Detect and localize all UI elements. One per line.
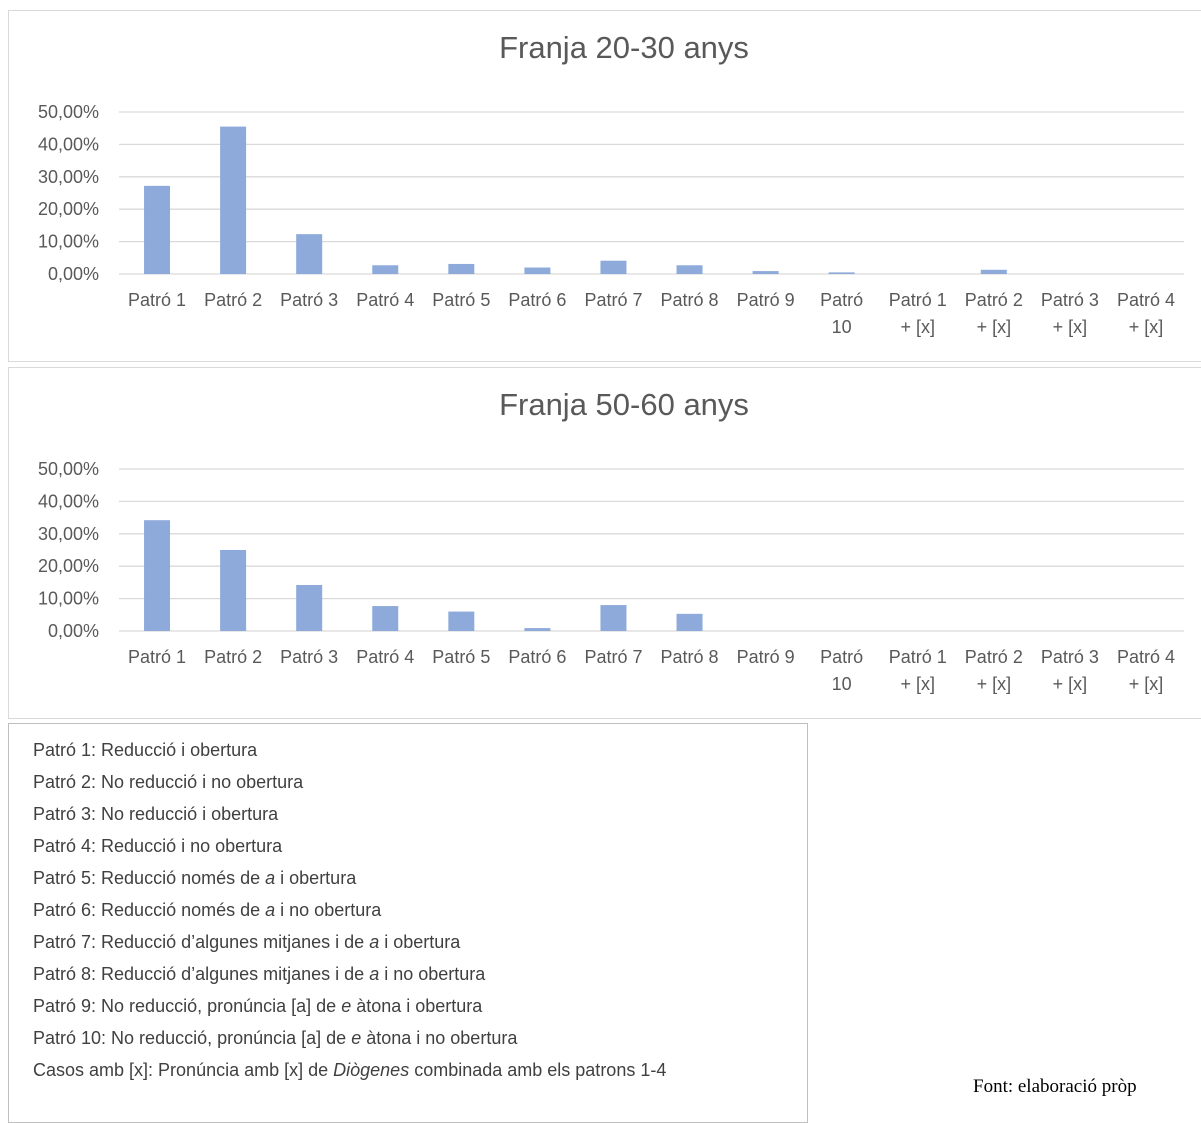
legend-line-1: Patró 1: Reducció i obertura [33,740,258,760]
bar-50-60-1 [144,520,171,631]
x-tick-label: Patró 8 [661,647,719,667]
pattern-legend-box: Patró 1: Reducció i obertura Patró 2: No … [8,723,808,1123]
x-tick-label: Patró 5 [432,290,490,310]
y-tick-label: 20,00% [38,199,99,219]
legend-line-9: Patró 9: No reducció, pronúncia [a] de e… [33,996,483,1016]
x-tick-label: Patró 6 [508,290,566,310]
bar-20-30-4 [372,265,399,274]
chart-title: Franja 50-60 anys [499,387,749,422]
legend-line-4: Patró 4: Reducció i no obertura [33,836,283,856]
bar-chart-20-30: Franja 20-30 anys 0,00% 10,00% 20,00% 30,00%… [38,30,1184,337]
legend-line-2: Patró 2: No reducció i no obertura [33,772,304,792]
x-tick-label: Patró 1 [128,290,186,310]
y-tick-label: 30,00% [38,167,99,187]
bar-50-60-6 [524,628,551,631]
bar-50-60-2 [220,550,247,631]
x-tick-label: Patró 4 + [x] [1117,290,1175,337]
chart-title: Franja 20-30 anys [499,30,749,65]
x-tick-label: Patró 7 [584,290,642,310]
x-tick-label: Patró 1 + [x] [889,290,947,337]
x-tick-label: Patró 2 [204,647,262,667]
bar-50-60-7 [600,605,627,631]
x-tick-label: Patró 1 [128,647,186,667]
legend-line-10: Patró 10: No reducció, pronúncia [a] de … [33,1028,518,1048]
y-tick-label: 30,00% [38,524,99,544]
x-tick-label: Patró 2 + [x] [965,290,1023,337]
x-tick-label: Patró 4 + [x] [1117,647,1175,694]
legend-line-3: Patró 3: No reducció i obertura [33,804,279,824]
y-tick-label: 40,00% [38,491,99,511]
y-tick-label: 0,00% [48,621,99,641]
x-tick-label: Patró 2 + [x] [965,647,1023,694]
y-tick-label: 40,00% [38,134,99,154]
legend-line-11: Casos amb [x]: Pronúncia amb [x] de Diòg… [33,1060,667,1080]
bar-20-30-6 [524,267,551,274]
x-tick-label: Patró 3 [280,290,338,310]
legend-line-8: Patró 8: Reducció d’algunes mitjanes i d… [33,964,486,984]
x-tick-label: Patró 3 + [x] [1041,290,1099,337]
y-tick-label: 10,00% [38,232,99,252]
bar-20-30-3 [296,234,323,274]
x-tick-label: Patró 6 [508,647,566,667]
y-tick-label: 50,00% [38,102,99,122]
x-tick-label: Patró 10 [820,290,863,337]
bar-50-60-5 [448,611,475,631]
x-tick-label: Patró 1 + [x] [889,647,947,694]
bar-20-30-12 [980,269,1007,274]
bar-20-30-1 [144,185,171,274]
y-tick-label: 50,00% [38,459,99,479]
y-tick-label: 10,00% [38,589,99,609]
x-tick-label: Patró 9 [737,290,795,310]
chart-panel-20-30: Franja 20-30 anys 0,00% 10,00% 20,00% 30,00%… [8,10,1201,362]
chart-panel-50-60: Franja 50-60 anys 0,00% 10,00% 20,00% 30,00%… [8,367,1201,719]
legend-line-7: Patró 7: Reducció d’algunes mitjanes i d… [33,932,461,952]
bar-20-30-9 [752,271,779,274]
x-tick-label: Patró 8 [661,290,719,310]
bar-50-60-4 [372,606,399,631]
bar-chart-50-60: Franja 50-60 anys 0,00% 10,00% 20,00% 30,00%… [38,387,1184,694]
bar-20-30-8 [676,265,703,274]
x-tick-label: Patró 7 [584,647,642,667]
x-tick-label: Patró 9 [737,647,795,667]
x-tick-label: Patró 3 + [x] [1041,647,1099,694]
bar-20-30-5 [448,263,475,274]
x-tick-label: Patró 3 [280,647,338,667]
bar-20-30-7 [600,260,627,274]
legend-line-5: Patró 5: Reducció només de a i obertura [33,868,357,888]
bar-20-30-10 [828,272,855,274]
pattern-legend-list: Patró 1: Reducció i obertura Patró 2: No … [33,734,666,1086]
bar-50-60-3 [296,584,323,631]
x-tick-label: Patró 10 [820,647,863,694]
legend-line-6: Patró 6: Reducció només de a i no obertu… [33,900,382,920]
bar-20-30-2 [220,126,247,274]
source-note: Font: elaboració pròp [973,1076,1137,1097]
x-tick-label: Patró 5 [432,647,490,667]
x-tick-label: Patró 4 [356,647,414,667]
y-tick-label: 0,00% [48,264,99,284]
y-tick-label: 20,00% [38,556,99,576]
x-tick-label: Patró 2 [204,290,262,310]
bar-50-60-8 [676,613,703,631]
x-tick-label: Patró 4 [356,290,414,310]
